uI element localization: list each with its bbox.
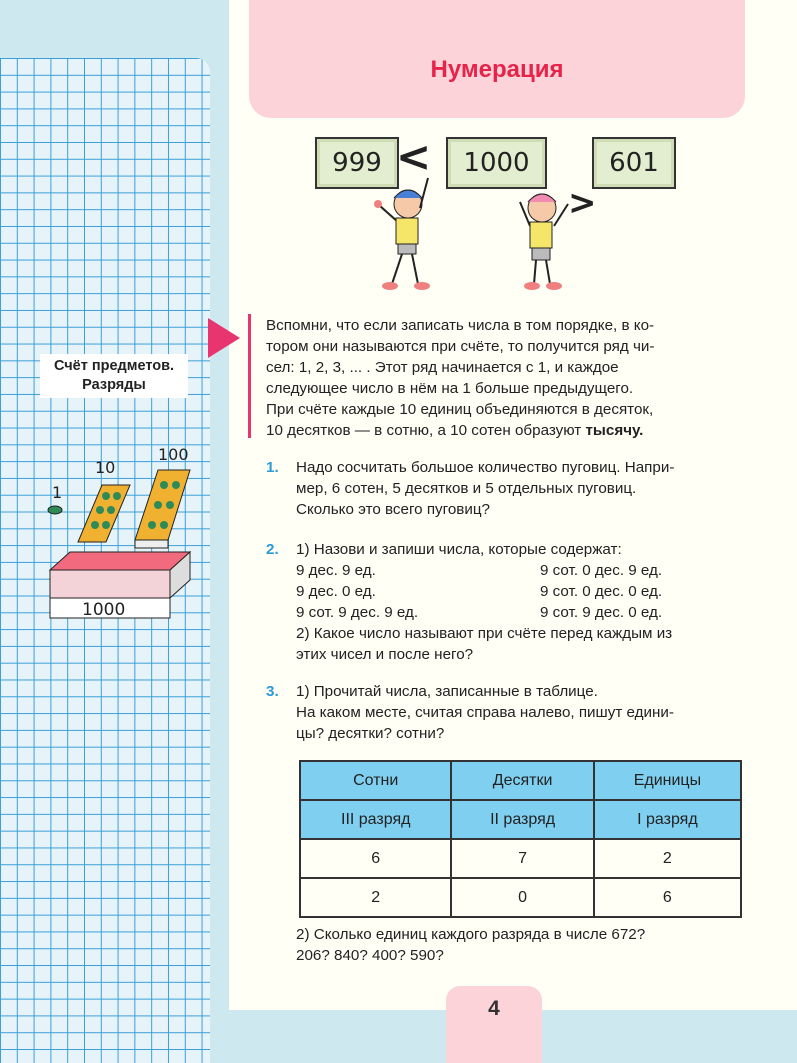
table-row: 6 7 2: [298, 838, 743, 879]
rule-line: При счёте каждые 10 единиц объединяются …: [266, 401, 654, 418]
table-cell: 6: [592, 877, 743, 918]
header-band: [249, 0, 745, 118]
number-box-1000: 1000: [446, 137, 547, 189]
task-2-right-item: 9 сот. 0 дес. 0 ед.: [540, 583, 663, 600]
task-2-q2-line: 2) Какое число называют при счёте перед …: [296, 625, 673, 642]
rule-line: тором они называются при счёте, то получ…: [266, 338, 655, 355]
kids-illustration: [374, 177, 569, 290]
side-label-line1: Счёт предметов.: [53, 358, 175, 374]
rule-marker-bar: [248, 314, 251, 438]
task-3-number: 3.: [266, 683, 279, 700]
task-3-line: На каком месте, считая справа налево, пи…: [296, 704, 674, 721]
task-3-line: цы? десятки? сотни?: [296, 725, 445, 742]
unit-block: [47, 505, 63, 515]
less-than-sign: <: [396, 132, 432, 181]
table-row: 2 0 6: [298, 877, 743, 918]
number-box-601: 601: [592, 137, 676, 189]
place-value-blocks-illustration: 1 10 100 1000: [47, 445, 192, 620]
block-one-label: 1: [52, 483, 62, 502]
task-2-question-2: 2) Какое число называют при счёте перед …: [296, 623, 750, 665]
table-header-cell: Десятки: [450, 760, 595, 801]
rule-bold-word: тысячу.: [585, 422, 644, 439]
place-value-table: Сотни Десятки Единицы III разряд II разр…: [298, 760, 743, 918]
side-topic-label: Счёт предметов. Разряды: [40, 354, 188, 398]
task-2-right-item: 9 сот. 0 дес. 9 ед.: [540, 562, 663, 579]
number-box-999: 999: [315, 137, 399, 189]
table-cell: 7: [450, 838, 595, 879]
task-3-line: 1) Прочитай числа, записанные в таблице.: [296, 683, 598, 700]
block-thousand-label: 1000: [82, 600, 125, 620]
pointer-triangle-icon: [208, 318, 240, 358]
task-3-q2-line: 2) Сколько единиц каждого разряда в числ…: [296, 926, 646, 943]
task-2-number: 2.: [266, 541, 279, 558]
task-1-line: мер, 6 сотен, 5 десятков и 5 отдельных п…: [296, 480, 637, 497]
table-rank-cell: III разряд: [298, 799, 453, 840]
task-2-q2-line: этих чисел и после него?: [296, 646, 474, 663]
block-hundred-label: 100: [158, 445, 189, 464]
task-2-left-item: 9 дес. 0 ед.: [296, 583, 376, 600]
task-3-q2-line: 206? 840? 400? 590?: [296, 947, 444, 964]
rule-line: сел: 1, 2, 3, ... . Этот ряд начинается …: [266, 359, 619, 376]
rule-line: следующее число в нём на 1 больше предыд…: [266, 380, 634, 397]
task-2-left-item: 9 дес. 9 ед.: [296, 562, 376, 579]
greater-than-sign: >: [568, 183, 597, 223]
table-cell: 2: [592, 838, 743, 879]
page-title: Нумерация: [430, 56, 564, 83]
task-2-intro: 1) Назови и запиши числа, которые содерж…: [296, 541, 622, 558]
girl-figure: [519, 193, 569, 290]
task-1-text: Надо сосчитать большое количество пугови…: [296, 457, 750, 520]
page-number: 4: [488, 997, 500, 1020]
table-cell: 2: [298, 877, 453, 918]
rule-line: Вспомни, что если записать числа в том п…: [266, 317, 655, 334]
table-rank-cell: I разряд: [592, 799, 743, 840]
table-cell: 6: [298, 838, 453, 879]
task-1-line: Сколько это всего пуговиц?: [296, 501, 490, 518]
table-rank-cell: II разряд: [450, 799, 595, 840]
rule-text: Вспомни, что если записать числа в том п…: [266, 315, 750, 441]
task-3-text: 1) Прочитай числа, записанные в таблице.…: [296, 681, 750, 744]
table-cell: 0: [450, 877, 595, 918]
table-header-cell: Сотни: [298, 760, 453, 801]
rule-line-last: 10 десятков — в сотню, а 10 сотен образу…: [266, 420, 750, 441]
table-rank-row: III разряд II разряд I разряд: [298, 799, 743, 840]
task-2-right-item: 9 сот. 9 дес. 0 ед.: [540, 604, 663, 621]
table-header-row: Сотни Десятки Единицы: [298, 760, 743, 801]
rule-last-text: 10 десятков — в сотню, а 10 сотен образу…: [266, 422, 586, 439]
side-label-line2: Разряды: [82, 377, 146, 393]
block-ten-label: 10: [95, 458, 115, 477]
table-header-cell: Единицы: [592, 760, 743, 801]
page-number-tab: [446, 986, 542, 1063]
task-2-left-item: 9 сот. 9 дес. 9 ед.: [296, 604, 419, 621]
task-1-number: 1.: [266, 459, 279, 476]
hundred-block: [134, 469, 191, 541]
thousand-block: [48, 551, 192, 571]
task-1-line: Надо сосчитать большое количество пугови…: [296, 459, 675, 476]
boy-figure: [374, 177, 430, 290]
task-3-question-2: 2) Сколько единиц каждого разряда в числ…: [296, 924, 750, 966]
